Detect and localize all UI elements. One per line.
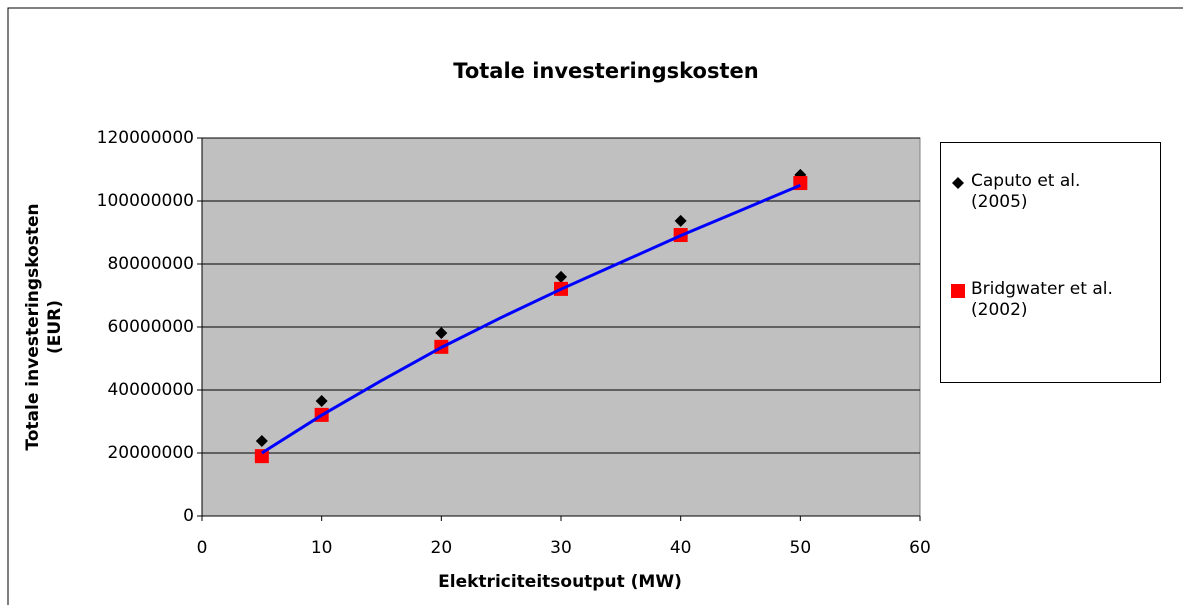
legend-swatch [952, 177, 964, 189]
y-tick-label: 0 [183, 506, 194, 526]
y-tick-label: 60000000 [107, 317, 194, 337]
x-tick-label: 40 [670, 538, 692, 558]
trendline [261, 183, 801, 455]
x-tick-label: 20 [431, 538, 453, 558]
marker [952, 177, 964, 189]
legend-label: Bridgwater et al. (2002) [971, 279, 1113, 320]
chart-title: Totale investeringskosten [453, 59, 758, 83]
chart-border [7, 7, 1183, 605]
y-tick-label: 100000000 [97, 191, 194, 211]
marker [435, 326, 448, 339]
legend-item: Bridgwater et al. (2002) [949, 279, 1159, 321]
x-tick-label: 60 [909, 538, 931, 558]
legend: Caputo et al. (2005) Bridgwater et al. (2… [940, 142, 1161, 383]
y-tick-label: 20000000 [107, 443, 194, 463]
marker [254, 449, 269, 464]
marker [315, 395, 328, 408]
y-tick-label: 120000000 [97, 128, 194, 148]
marker [674, 214, 687, 227]
x-tick-label: 10 [311, 538, 333, 558]
legend-swatch [951, 284, 965, 298]
x-tick-label: 50 [790, 538, 812, 558]
x-axis-title: Elektriciteitsoutput (MW) [438, 572, 682, 592]
y-tick-label: 80000000 [107, 254, 194, 274]
marker [555, 270, 567, 283]
marker [951, 284, 965, 298]
marker [255, 435, 268, 448]
y-axis-title-line: (EUR) [45, 300, 65, 354]
x-tick-label: 0 [197, 538, 208, 558]
y-axis-title-line: Totale investeringskosten [23, 203, 43, 450]
y-axis-title: Totale investeringskosten (EUR) [23, 203, 65, 450]
y-tick-label: 40000000 [107, 380, 194, 400]
x-tick-label: 30 [550, 538, 572, 558]
legend-label: Caputo et al. (2005) [971, 171, 1081, 212]
legend-item: Caputo et al. (2005) [949, 171, 1159, 213]
